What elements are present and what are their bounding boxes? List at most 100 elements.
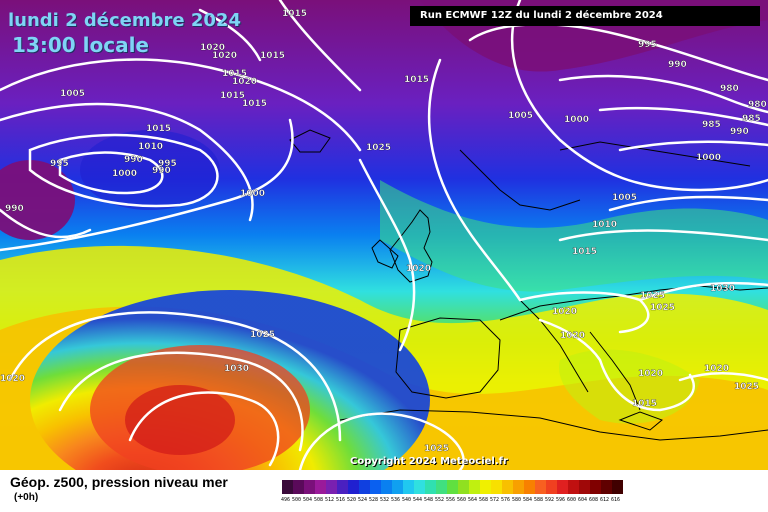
isobar-label: 1030	[224, 364, 249, 374]
isobar-label: 1000	[564, 115, 589, 125]
color-scale-cell	[513, 480, 524, 494]
color-scale-cell	[293, 480, 304, 494]
color-scale-label: 564	[467, 497, 478, 503]
color-scale-cell	[447, 480, 458, 494]
run-info: Run ECMWF 12Z du lundi 2 décembre 2024	[410, 6, 760, 26]
isobar-label: 1025	[366, 143, 391, 153]
color-scale-label: 608	[588, 497, 599, 503]
isobar-label: 1020	[0, 374, 25, 384]
color-scale-cell	[381, 480, 392, 494]
color-scale-label: 596	[555, 497, 566, 503]
color-scale-cell	[359, 480, 370, 494]
isobar-label: 980	[720, 84, 739, 94]
color-scale-cell	[403, 480, 414, 494]
isobar-label: 1025	[424, 444, 449, 454]
map-time: 13:00 locale	[12, 33, 149, 57]
color-scale-cell	[480, 480, 491, 494]
color-scale-label: 580	[511, 497, 522, 503]
isobar-label: 1015	[242, 99, 267, 109]
color-scale-label: 540	[401, 497, 412, 503]
color-scale-cell	[392, 480, 403, 494]
color-scale-cell	[458, 480, 469, 494]
isobar-label: 1010	[592, 220, 617, 230]
isobar-label: 1010	[138, 142, 163, 152]
color-scale-label: 548	[423, 497, 434, 503]
isobar-label: 1020	[212, 51, 237, 61]
isobar-label: 990	[124, 155, 143, 165]
isobar-label: 1020	[406, 264, 431, 274]
isobar-label: 985	[742, 114, 761, 124]
isobar-label: 1020	[232, 77, 257, 87]
isobar-label: 1005	[60, 89, 85, 99]
color-scale-cell	[546, 480, 557, 494]
color-scale-cell	[502, 480, 513, 494]
map-date: lundi 2 décembre 2024	[8, 10, 241, 31]
isobar-label: 1015	[220, 91, 245, 101]
legend-label: Géop. z500, pression niveau mer	[10, 474, 228, 490]
color-scale-cell	[337, 480, 348, 494]
isobar-label: 1030	[710, 284, 735, 294]
color-scale-cell	[491, 480, 502, 494]
color-scale-label: 524	[357, 497, 368, 503]
isobar-label: 1025	[650, 303, 675, 313]
color-scale-cell	[436, 480, 447, 494]
isobar-label: 990	[668, 60, 687, 70]
isobar-label: 1015	[222, 69, 247, 79]
color-scale-label: 504	[302, 497, 313, 503]
color-scale-label: 520	[346, 497, 357, 503]
color-scale-cell	[601, 480, 612, 494]
isobar-label: 1000	[112, 169, 137, 179]
forecast-step: (+0h)	[14, 492, 39, 503]
color-scale-label: 616	[610, 497, 621, 503]
color-scale-cell	[469, 480, 480, 494]
copyright: Copyright 2024 Meteociel.fr	[350, 456, 508, 467]
color-scale-cell	[612, 480, 623, 494]
color-scale-cell	[348, 480, 359, 494]
color-scale-label: 600	[566, 497, 577, 503]
isobar-label: 1005	[508, 111, 533, 121]
isobar-label: 1005	[612, 193, 637, 203]
isobar-label: 1025	[640, 291, 665, 301]
color-scale-cell	[590, 480, 601, 494]
isobar-label: 995	[50, 159, 69, 169]
color-scale-label: 500	[291, 497, 302, 503]
isobar-label: 990	[5, 204, 24, 214]
isobar-label: 990	[152, 166, 171, 176]
color-scale-label: 576	[500, 497, 511, 503]
color-scale-label: 532	[379, 497, 390, 503]
isobar-label: 1020	[704, 364, 729, 374]
isobar-label: 995	[158, 159, 177, 169]
isobar-label: 1015	[632, 399, 657, 409]
color-scale-label: 572	[489, 497, 500, 503]
isobar-label: 1015	[260, 51, 285, 61]
color-scale-cell	[315, 480, 326, 494]
isobar-label: 1015	[282, 9, 307, 19]
color-scale-label: 612	[599, 497, 610, 503]
color-scale-cell	[414, 480, 425, 494]
isobar-label: 1025	[250, 330, 275, 340]
weather-map: 1015 1020 1020 1015 1015 1020 1015 1015 …	[0, 0, 768, 470]
color-scale-cell	[370, 480, 381, 494]
color-scale-cell	[557, 480, 568, 494]
color-scale-label: 552	[434, 497, 445, 503]
isobar-label: 1000	[696, 153, 721, 163]
color-scale	[282, 480, 623, 494]
color-scale-label: 512	[324, 497, 335, 503]
color-scale-cell	[282, 480, 293, 494]
isobar-label: 1025	[734, 382, 759, 392]
color-scale-label: 496	[280, 497, 291, 503]
isobar-label: 990	[730, 127, 749, 137]
color-scale-cell	[524, 480, 535, 494]
color-scale-cell	[425, 480, 436, 494]
color-scale-cell	[579, 480, 590, 494]
color-scale-label: 584	[522, 497, 533, 503]
color-scale-cell	[568, 480, 579, 494]
color-scale-label: 592	[544, 497, 555, 503]
isobar-label: 1020	[560, 331, 585, 341]
color-scale-label: 508	[313, 497, 324, 503]
isobar-label: 1015	[404, 75, 429, 85]
color-scale-label: 556	[445, 497, 456, 503]
color-scale-label: 544	[412, 497, 423, 503]
isobar-label: 985	[702, 120, 721, 130]
color-scale-label: 568	[478, 497, 489, 503]
